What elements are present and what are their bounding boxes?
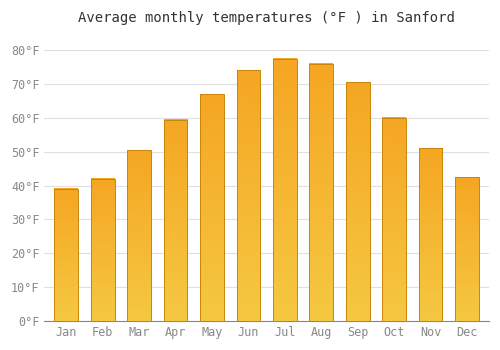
Bar <box>310 64 333 321</box>
Bar <box>54 189 78 321</box>
Bar <box>273 58 296 321</box>
Bar <box>346 82 370 321</box>
Bar <box>455 177 479 321</box>
Bar <box>236 70 260 321</box>
Title: Average monthly temperatures (°F ) in Sanford: Average monthly temperatures (°F ) in Sa… <box>78 11 455 25</box>
Bar <box>128 150 151 321</box>
Bar <box>382 118 406 321</box>
Bar <box>419 148 442 321</box>
Bar <box>164 120 188 321</box>
Bar <box>200 94 224 321</box>
Bar <box>91 179 114 321</box>
